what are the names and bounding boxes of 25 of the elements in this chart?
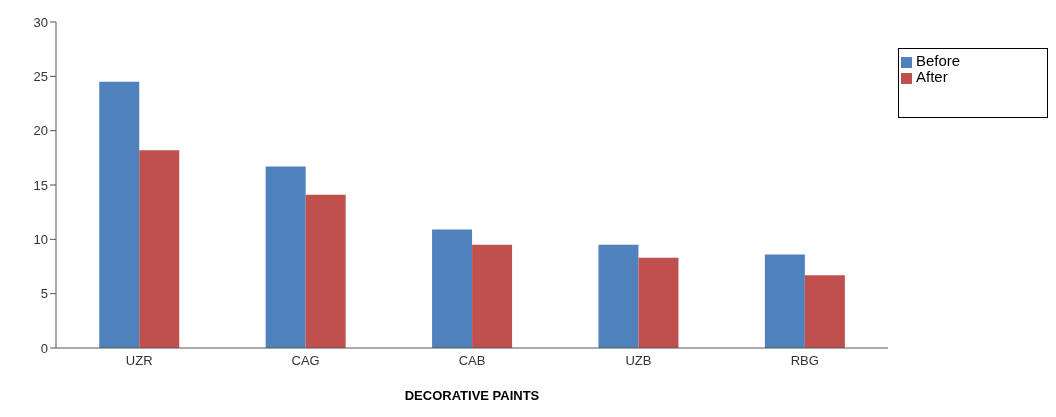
legend-label: Before: [916, 52, 961, 69]
y-tick-label: 10: [33, 231, 48, 247]
bar: [804, 275, 845, 348]
y-tick-label: 15: [33, 177, 48, 193]
bar: [139, 150, 180, 348]
bar: [638, 257, 679, 348]
y-tick-label: 30: [33, 14, 48, 30]
bar: [432, 229, 473, 348]
bar: [598, 244, 639, 348]
bar: [265, 166, 306, 348]
y-tick-label: 25: [33, 68, 48, 84]
y-tick-label: 5: [40, 286, 48, 302]
y-tick-label: 20: [33, 123, 48, 139]
x-tick-label: UZR: [125, 353, 153, 369]
x-axis-title: DECORATIVE PAINTS: [404, 388, 540, 403]
y-tick-label: 0: [40, 340, 48, 356]
x-tick-label: UZB: [625, 353, 652, 369]
x-tick-label: CAB: [458, 353, 486, 369]
x-tick-label: RBG: [790, 353, 819, 369]
x-tick-label: CAG: [291, 353, 320, 369]
bar: [472, 244, 513, 348]
bar: [764, 254, 805, 348]
bar: [99, 81, 140, 348]
legend-label: After: [916, 68, 948, 85]
bar: [305, 194, 346, 348]
